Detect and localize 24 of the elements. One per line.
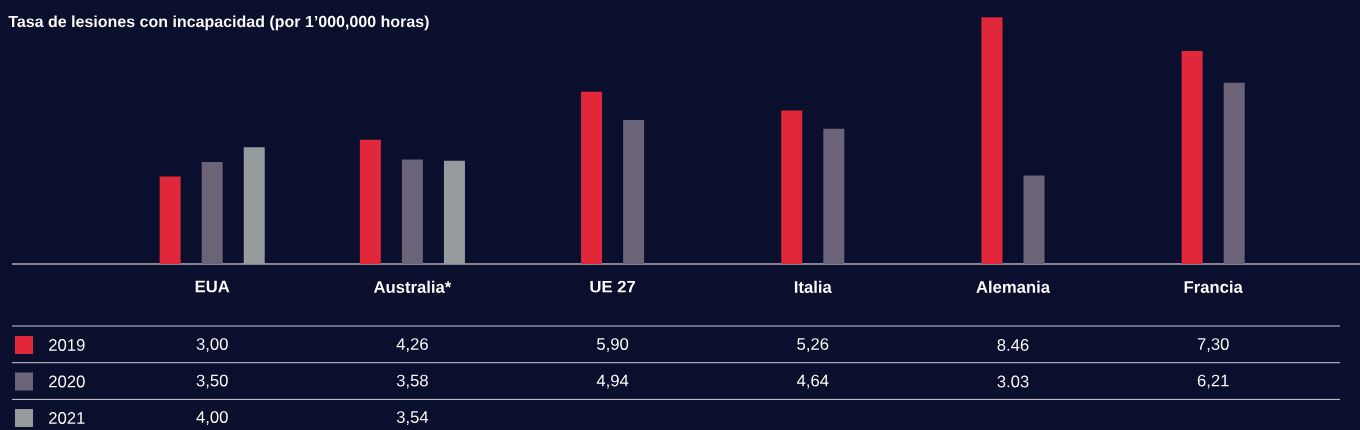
legend-label: 2021 (49, 412, 85, 424)
data-label: 4,94 (596, 374, 629, 389)
data-label: 3,54 (396, 411, 429, 425)
data-label: 5,90 (597, 338, 629, 352)
data-label: 7,30 (1197, 338, 1229, 352)
data-label: 3.03 (997, 375, 1029, 388)
x-tick-label: Italia (794, 280, 832, 293)
data-label: 8.46 (997, 339, 1029, 351)
chart-title: Tasa de lesiones con incapacidad (por 1’000,000 horas) (8, 15, 429, 31)
data-label: 3,58 (396, 374, 428, 389)
legend-label: 2020 (49, 375, 85, 388)
x-tick-label: Australia* (373, 280, 452, 293)
x-tick-label: EUA (195, 280, 230, 293)
data-label: 4,64 (796, 374, 829, 389)
x-tick-label: Alemania (976, 280, 1051, 293)
legend-label: 2019 (49, 339, 85, 351)
data-label: 3,00 (196, 338, 228, 352)
x-tick-label: Francia (1184, 280, 1243, 293)
data-label: 5,26 (797, 338, 829, 352)
x-tick-label: UE 27 (590, 280, 635, 293)
data-label: 3,50 (196, 374, 228, 389)
data-label: 6,21 (1197, 374, 1229, 389)
data-label: 4,00 (196, 411, 228, 425)
data-label: 4,26 (396, 338, 428, 352)
